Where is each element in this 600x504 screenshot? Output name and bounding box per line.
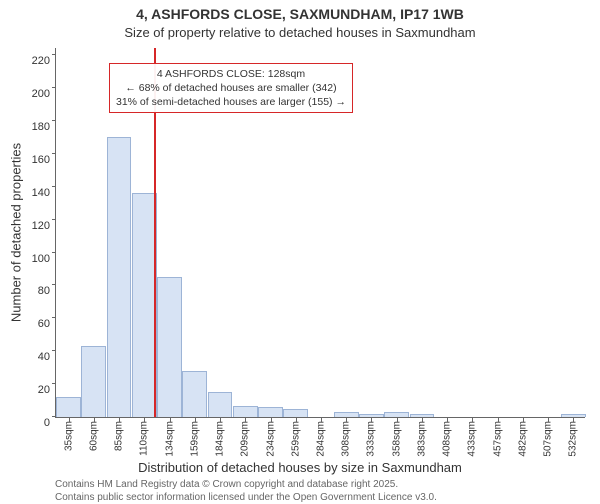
y-tick-mark	[52, 120, 56, 121]
histogram-bar	[107, 137, 132, 417]
y-tick-label: 80	[38, 285, 56, 297]
y-axis-label: Number of detached properties	[9, 143, 24, 323]
histogram-bar	[56, 397, 81, 417]
y-tick-mark	[52, 350, 56, 351]
y-tick-mark	[52, 186, 56, 187]
y-tick-label: 100	[32, 253, 56, 265]
annotation-box: 4 ASHFORDS CLOSE: 128sqm← 68% of detache…	[109, 63, 353, 114]
x-tick-mark	[498, 418, 499, 422]
chart-title: 4, ASHFORDS CLOSE, SAXMUNDHAM, IP17 1WB	[0, 6, 600, 22]
x-tick-mark	[548, 418, 549, 422]
y-tick-label: 60	[38, 318, 56, 330]
x-tick-label: 308sqm	[341, 417, 352, 457]
x-tick-label: 234sqm	[265, 417, 276, 457]
x-tick-label: 408sqm	[442, 417, 453, 457]
x-tick-label: 358sqm	[391, 417, 402, 457]
y-tick-label: 180	[32, 121, 56, 133]
histogram-bar	[258, 407, 283, 417]
y-tick-label: 40	[38, 351, 56, 363]
x-tick-mark	[447, 418, 448, 422]
y-tick-mark	[52, 54, 56, 55]
x-tick-mark	[245, 418, 246, 422]
x-tick-label: 433sqm	[467, 417, 478, 457]
histogram-chart: 4, ASHFORDS CLOSE, SAXMUNDHAM, IP17 1WB …	[0, 0, 600, 500]
plot-area: 02040608010012014016018020022035sqm60sqm…	[55, 48, 585, 418]
x-tick-label: 457sqm	[492, 417, 503, 457]
x-tick-mark	[271, 418, 272, 422]
x-tick-label: 209sqm	[240, 417, 251, 457]
y-tick-label: 160	[32, 154, 56, 166]
chart-subtitle: Size of property relative to detached ho…	[0, 25, 600, 40]
x-tick-label: 184sqm	[215, 417, 226, 457]
x-tick-mark	[346, 418, 347, 422]
y-tick-label: 140	[32, 187, 56, 199]
x-tick-mark	[472, 418, 473, 422]
x-tick-label: 333sqm	[366, 417, 377, 457]
y-tick-mark	[52, 153, 56, 154]
y-tick-mark	[52, 252, 56, 253]
y-tick-mark	[52, 87, 56, 88]
footer-line-2: Contains public sector information licen…	[55, 491, 437, 504]
x-tick-label: 110sqm	[139, 417, 150, 456]
y-tick-label: 0	[44, 417, 56, 429]
x-tick-mark	[170, 418, 171, 422]
y-tick-mark	[52, 317, 56, 318]
y-tick-mark	[52, 219, 56, 220]
x-tick-label: 532sqm	[568, 417, 579, 457]
x-tick-mark	[195, 418, 196, 422]
y-tick-label: 120	[32, 220, 56, 232]
x-axis-label: Distribution of detached houses by size …	[0, 460, 600, 475]
histogram-bar	[157, 277, 182, 417]
x-tick-label: 159sqm	[189, 417, 200, 457]
x-tick-mark	[422, 418, 423, 422]
y-tick-label: 20	[38, 384, 56, 396]
x-tick-mark	[119, 418, 120, 422]
x-tick-mark	[573, 418, 574, 422]
x-tick-label: 60sqm	[88, 417, 99, 451]
x-tick-mark	[220, 418, 221, 422]
histogram-bar	[208, 392, 233, 417]
x-tick-label: 134sqm	[164, 417, 175, 457]
x-tick-label: 85sqm	[114, 417, 125, 451]
x-tick-mark	[321, 418, 322, 422]
histogram-bar	[283, 409, 308, 417]
x-tick-mark	[94, 418, 95, 422]
x-tick-label: 35sqm	[63, 417, 74, 451]
x-tick-label: 482sqm	[517, 417, 528, 457]
footer-line-1: Contains HM Land Registry data © Crown c…	[55, 478, 437, 491]
y-tick-label: 220	[32, 55, 56, 67]
x-tick-mark	[371, 418, 372, 422]
x-tick-label: 259sqm	[290, 417, 301, 457]
annotation-line: ← 68% of detached houses are smaller (34…	[116, 81, 346, 95]
y-tick-mark	[52, 284, 56, 285]
x-tick-mark	[523, 418, 524, 422]
x-tick-label: 383sqm	[416, 417, 427, 457]
x-tick-label: 507sqm	[543, 417, 554, 457]
histogram-bar	[182, 371, 207, 417]
histogram-bar	[233, 406, 258, 418]
annotation-line: 31% of semi-detached houses are larger (…	[116, 95, 346, 109]
x-tick-mark	[296, 418, 297, 422]
annotation-line: 4 ASHFORDS CLOSE: 128sqm	[116, 67, 346, 81]
footer-attribution: Contains HM Land Registry data © Crown c…	[55, 478, 437, 504]
x-tick-label: 284sqm	[316, 417, 327, 457]
histogram-bar	[81, 346, 106, 417]
x-tick-mark	[144, 418, 145, 422]
x-tick-mark	[397, 418, 398, 422]
y-tick-label: 200	[32, 88, 56, 100]
x-tick-mark	[69, 418, 70, 422]
y-tick-mark	[52, 383, 56, 384]
